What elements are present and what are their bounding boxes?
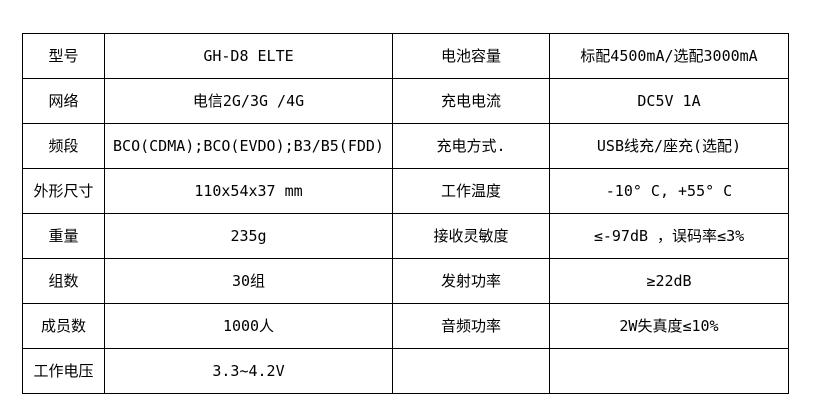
spec-label-cell: 重量 <box>22 213 105 259</box>
spec-label-cell: 电池容量 <box>392 33 550 79</box>
spec-value-cell: 标配4500mA/选配3000mA <box>549 33 789 79</box>
spec-label-cell <box>392 348 550 394</box>
spec-value-cell: USB线充/座充(选配) <box>549 123 789 169</box>
spec-label-cell: 组数 <box>22 258 105 304</box>
table-row: 网络 电信2G/3G /4G 充电电流 DC5V 1A <box>22 78 789 124</box>
spec-label-cell: 型号 <box>22 33 105 79</box>
spec-label-cell: 工作电压 <box>22 348 105 394</box>
spec-label-cell: 外形尺寸 <box>22 168 105 214</box>
spec-value-cell: 电信2G/3G /4G <box>104 78 393 124</box>
spec-value-cell: -10° C, +55° C <box>549 168 789 214</box>
spec-value-cell: 110x54x37 mm <box>104 168 393 214</box>
spec-label-cell: 接收灵敏度 <box>392 213 550 259</box>
table-row: 组数 30组 发射功率 ≥22dB <box>22 258 789 304</box>
spec-value-cell: 30组 <box>104 258 393 304</box>
spec-label-cell: 网络 <box>22 78 105 124</box>
spec-value-cell: ≤-97dB ，误码率≤3% <box>549 213 789 259</box>
spec-label-cell: 频段 <box>22 123 105 169</box>
spec-value-cell: GH-D8 ELTE <box>104 33 393 79</box>
table-row: 型号 GH-D8 ELTE 电池容量 标配4500mA/选配3000mA <box>22 33 789 79</box>
spec-value-cell: 235g <box>104 213 393 259</box>
spec-label-cell: 充电电流 <box>392 78 550 124</box>
spec-value-cell: ≥22dB <box>549 258 789 304</box>
spec-table: 型号 GH-D8 ELTE 电池容量 标配4500mA/选配3000mA 网络 … <box>22 33 789 394</box>
spec-value-cell <box>549 348 789 394</box>
spec-label-cell: 音频功率 <box>392 303 550 349</box>
table-row: 频段 BCO(CDMA);BCO(EVDO);B3/B5(FDD) 充电方式. … <box>22 123 789 169</box>
table-row: 重量 235g 接收灵敏度 ≤-97dB ，误码率≤3% <box>22 213 789 259</box>
spec-value-cell: DC5V 1A <box>549 78 789 124</box>
spec-label-cell: 成员数 <box>22 303 105 349</box>
spec-label-cell: 发射功率 <box>392 258 550 304</box>
spec-label-cell: 充电方式. <box>392 123 550 169</box>
table-row: 外形尺寸 110x54x37 mm 工作温度 -10° C, +55° C <box>22 168 789 214</box>
spec-value-cell: BCO(CDMA);BCO(EVDO);B3/B5(FDD) <box>104 123 393 169</box>
spec-value-cell: 3.3~4.2V <box>104 348 393 394</box>
spec-table-container: 型号 GH-D8 ELTE 电池容量 标配4500mA/选配3000mA 网络 … <box>22 33 789 394</box>
table-row: 工作电压 3.3~4.2V <box>22 348 789 394</box>
table-row: 成员数 1000人 音频功率 2W失真度≤10% <box>22 303 789 349</box>
spec-value-cell: 2W失真度≤10% <box>549 303 789 349</box>
spec-value-cell: 1000人 <box>104 303 393 349</box>
spec-label-cell: 工作温度 <box>392 168 550 214</box>
